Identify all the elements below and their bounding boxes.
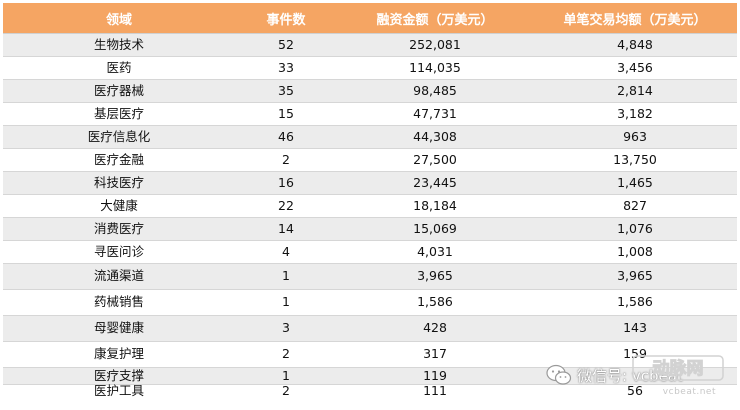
cell-avg: 2,814 <box>533 79 737 103</box>
cell-field: 医疗支撑 <box>3 367 235 385</box>
table-row: 寻医问诊 4 4,031 1,008 <box>3 240 737 264</box>
table-row: 医疗器械 35 98,485 2,814 <box>3 79 737 103</box>
cell-events: 46 <box>235 125 337 149</box>
header-avg-deal: 单笔交易均额（万美元） <box>533 3 737 34</box>
table-row: 医护工具 2 111 56 <box>3 384 737 398</box>
cell-field: 药械销售 <box>3 289 235 316</box>
cell-funding: 119 <box>337 367 533 385</box>
cell-avg <box>533 367 737 385</box>
table-row: 基层医疗 15 47,731 3,182 <box>3 102 737 126</box>
cell-events: 1 <box>235 289 337 316</box>
data-table-container: 领域 事件数 融资金额（万美元） 单笔交易均额（万美元） 生物技术 52 252… <box>3 3 737 398</box>
cell-funding: 317 <box>337 341 533 368</box>
cell-field: 母婴健康 <box>3 315 235 342</box>
table-row: 医疗信息化 46 44,308 963 <box>3 125 737 149</box>
table-row: 大健康 22 18,184 827 <box>3 194 737 218</box>
cell-events: 3 <box>235 315 337 342</box>
cell-funding: 4,031 <box>337 240 533 264</box>
cell-events: 22 <box>235 194 337 218</box>
cell-funding: 111 <box>337 384 533 398</box>
cell-field: 康复护理 <box>3 341 235 368</box>
cell-avg: 3,965 <box>533 263 737 290</box>
cell-events: 15 <box>235 102 337 126</box>
cell-funding: 3,965 <box>337 263 533 290</box>
cell-field: 寻医问诊 <box>3 240 235 264</box>
cell-funding: 15,069 <box>337 217 533 241</box>
cell-avg: 1,076 <box>533 217 737 241</box>
cell-events: 35 <box>235 79 337 103</box>
cell-avg: 1,586 <box>533 289 737 316</box>
cell-field: 大健康 <box>3 194 235 218</box>
cell-events: 2 <box>235 148 337 172</box>
cell-events: 1 <box>235 263 337 290</box>
table-row: 母婴健康 3 428 143 <box>3 315 737 342</box>
cell-avg: 827 <box>533 194 737 218</box>
cell-field: 生物技术 <box>3 33 235 57</box>
cell-events: 33 <box>235 56 337 80</box>
cell-field: 科技医疗 <box>3 171 235 195</box>
cell-events: 1 <box>235 367 337 385</box>
cell-funding: 18,184 <box>337 194 533 218</box>
cell-field: 消费医疗 <box>3 217 235 241</box>
cell-avg: 1,465 <box>533 171 737 195</box>
cell-events: 2 <box>235 384 337 398</box>
cell-avg: 963 <box>533 125 737 149</box>
cell-field: 医疗信息化 <box>3 125 235 149</box>
cell-field: 医护工具 <box>3 384 235 398</box>
table-row: 医药 33 114,035 3,456 <box>3 56 737 80</box>
cell-field: 医疗器械 <box>3 79 235 103</box>
cell-avg: 13,750 <box>533 148 737 172</box>
cell-events: 2 <box>235 341 337 368</box>
cell-avg: 3,456 <box>533 56 737 80</box>
table-row: 生物技术 52 252,081 4,848 <box>3 33 737 57</box>
table-row: 流通渠道 1 3,965 3,965 <box>3 263 737 290</box>
cell-funding: 114,035 <box>337 56 533 80</box>
table-row: 科技医疗 16 23,445 1,465 <box>3 171 737 195</box>
header-field: 领域 <box>3 3 235 34</box>
cell-avg: 159 <box>533 341 737 368</box>
cell-funding: 98,485 <box>337 79 533 103</box>
cell-funding: 252,081 <box>337 33 533 57</box>
cell-funding: 1,586 <box>337 289 533 316</box>
header-event-count: 事件数 <box>235 3 337 34</box>
cell-avg: 143 <box>533 315 737 342</box>
table-row: 消费医疗 14 15,069 1,076 <box>3 217 737 241</box>
cell-events: 14 <box>235 217 337 241</box>
cell-funding: 44,308 <box>337 125 533 149</box>
cell-events: 4 <box>235 240 337 264</box>
cell-field: 医疗金融 <box>3 148 235 172</box>
cell-field: 医药 <box>3 56 235 80</box>
cell-funding: 27,500 <box>337 148 533 172</box>
cell-funding: 23,445 <box>337 171 533 195</box>
funding-table: 领域 事件数 融资金额（万美元） 单笔交易均额（万美元） 生物技术 52 252… <box>3 3 737 398</box>
cell-avg: 56 <box>533 384 737 398</box>
cell-events: 16 <box>235 171 337 195</box>
cell-avg: 4,848 <box>533 33 737 57</box>
cell-events: 52 <box>235 33 337 57</box>
cell-avg: 3,182 <box>533 102 737 126</box>
header-funding-amount: 融资金额（万美元） <box>337 3 533 34</box>
table-row: 药械销售 1 1,586 1,586 <box>3 289 737 316</box>
table-row: 医疗支撑 1 119 <box>3 367 737 385</box>
cell-field: 流通渠道 <box>3 263 235 290</box>
table-row: 医疗金融 2 27,500 13,750 <box>3 148 737 172</box>
cell-funding: 47,731 <box>337 102 533 126</box>
table-row: 康复护理 2 317 159 <box>3 341 737 368</box>
cell-field: 基层医疗 <box>3 102 235 126</box>
cell-avg: 1,008 <box>533 240 737 264</box>
cell-funding: 428 <box>337 315 533 342</box>
table-header-row: 领域 事件数 融资金额（万美元） 单笔交易均额（万美元） <box>3 3 737 34</box>
